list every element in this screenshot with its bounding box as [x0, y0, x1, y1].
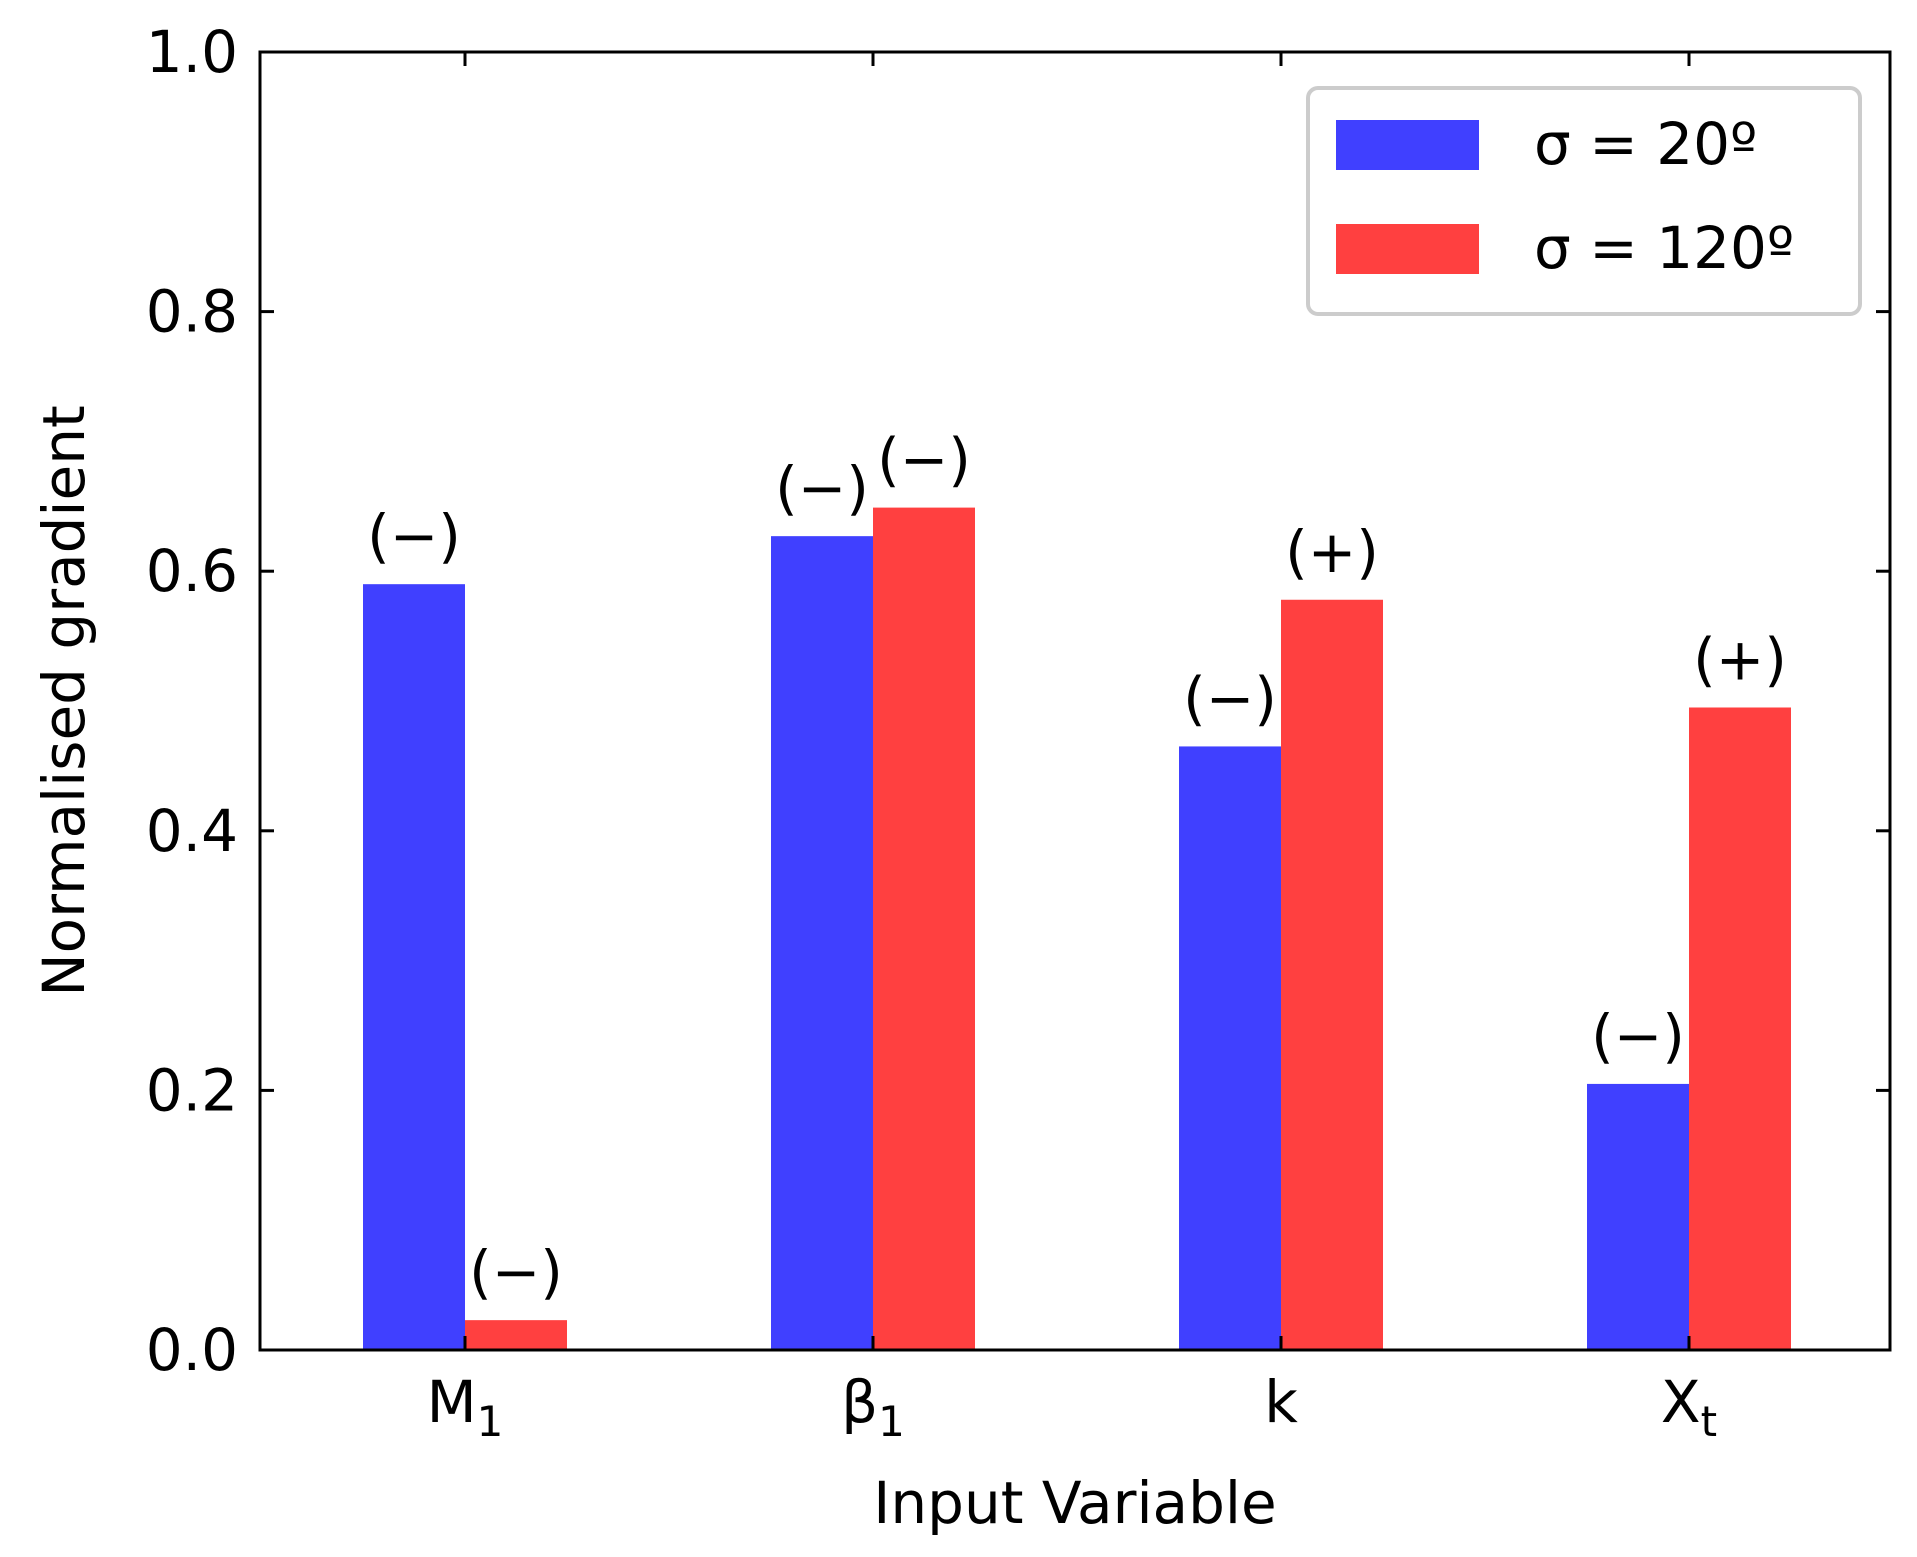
x-axis-label: Input Variable: [873, 1469, 1276, 1537]
y-axis-label: Normalised gradient: [30, 405, 98, 996]
ticks-layer: 0.0 0.2 0.4 0.6 0.8 1.0: [146, 18, 1890, 1384]
bar-sigma120-3: [1689, 707, 1791, 1350]
bar-sigma20-3: [1587, 1083, 1689, 1350]
y-tick-label: 0.6: [146, 537, 238, 605]
x-tick-label: Xt: [1661, 1368, 1717, 1446]
bar-sign-label: (−): [775, 454, 869, 522]
legend-swatch: [1336, 120, 1479, 170]
bar-sign-label: (+): [1285, 518, 1379, 586]
bar-sigma120-1: [873, 507, 975, 1350]
bar-sign-label: (−): [469, 1238, 563, 1306]
bar-sign-label: (−): [367, 502, 461, 570]
y-tick-label: 0.8: [146, 278, 238, 346]
bar-sigma20-1: [771, 536, 873, 1350]
legend-label: σ = 120º: [1534, 214, 1794, 282]
bar-sigma120-2: [1281, 599, 1383, 1350]
bar-sigma20-0: [363, 584, 465, 1350]
legend: σ = 20º σ = 120º: [1306, 86, 1862, 316]
bar-labels-layer: (−)(−)(−)(−)(−)(−)(+)(+): [367, 426, 1787, 1307]
bar-sign-label: (−): [1591, 1002, 1685, 1070]
legend-swatch: [1336, 224, 1479, 274]
legend-label: σ = 20º: [1534, 110, 1757, 178]
x-tick-label: β1: [841, 1368, 905, 1446]
x-tick-label: k: [1264, 1368, 1298, 1436]
bar-sign-label: (−): [1183, 664, 1277, 732]
bar-sign-label: (+): [1693, 625, 1787, 693]
y-tick-label: 0.0: [146, 1316, 238, 1384]
y-tick-label: 0.4: [146, 797, 238, 865]
bar-sign-label: (−): [877, 426, 971, 494]
x-tick-label: M1: [427, 1368, 504, 1446]
plot-frame: [258, 50, 1892, 1352]
bars-layer: [363, 507, 1791, 1350]
y-tick-label: 0.2: [146, 1056, 238, 1124]
bar-sigma120-0: [465, 1320, 567, 1350]
category-labels: M1 β1 k Xt: [427, 1368, 1717, 1446]
y-tick-label: 1.0: [146, 18, 238, 86]
bar-sigma20-2: [1179, 746, 1281, 1350]
